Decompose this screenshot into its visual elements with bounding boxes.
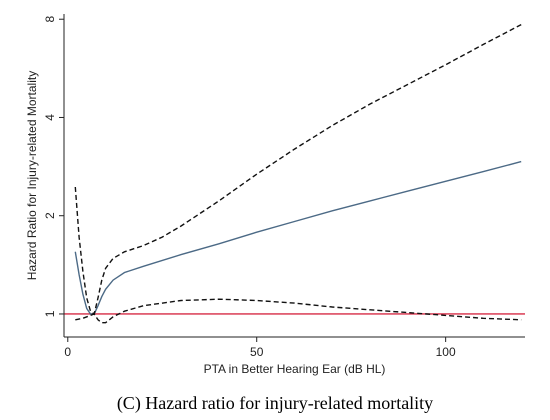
figure-caption: (C) Hazard ratio for injury-related mort… (116, 393, 434, 413)
hazard-ratio-chart: 1 2 4 8 0 50 100 PTA in Better Hearing Ear (dB … (25, 14, 525, 376)
series-line-upper-ci (74, 23, 522, 316)
x-tick-label: 50 (250, 345, 264, 359)
x-tick-label: 0 (64, 345, 71, 359)
y-tick-label: 8 (43, 16, 57, 23)
y-tick-label: 2 (43, 212, 57, 219)
series-line-lower-ci (75, 298, 522, 324)
x-axis-title: PTA in Better Hearing Ear (dB HL) (204, 362, 386, 376)
chart-marks (64, 23, 525, 324)
plot-background (64, 14, 525, 337)
chart-frame: 1 2 4 8 0 50 100 PTA in Better Hearing Ear (dB … (25, 14, 525, 376)
y-axis-title: Hazard Ratio for Injury-related Mortalit… (25, 71, 39, 280)
y-tick-label: 1 (43, 310, 57, 317)
plot-area (64, 14, 525, 337)
y-tick-label: 4 (43, 114, 57, 121)
chart-axes: 1 2 4 8 0 50 100 PTA in Better Hearing Ear (dB … (25, 14, 525, 376)
series-line-estimate (74, 160, 522, 315)
x-tick-label: 100 (436, 345, 456, 359)
